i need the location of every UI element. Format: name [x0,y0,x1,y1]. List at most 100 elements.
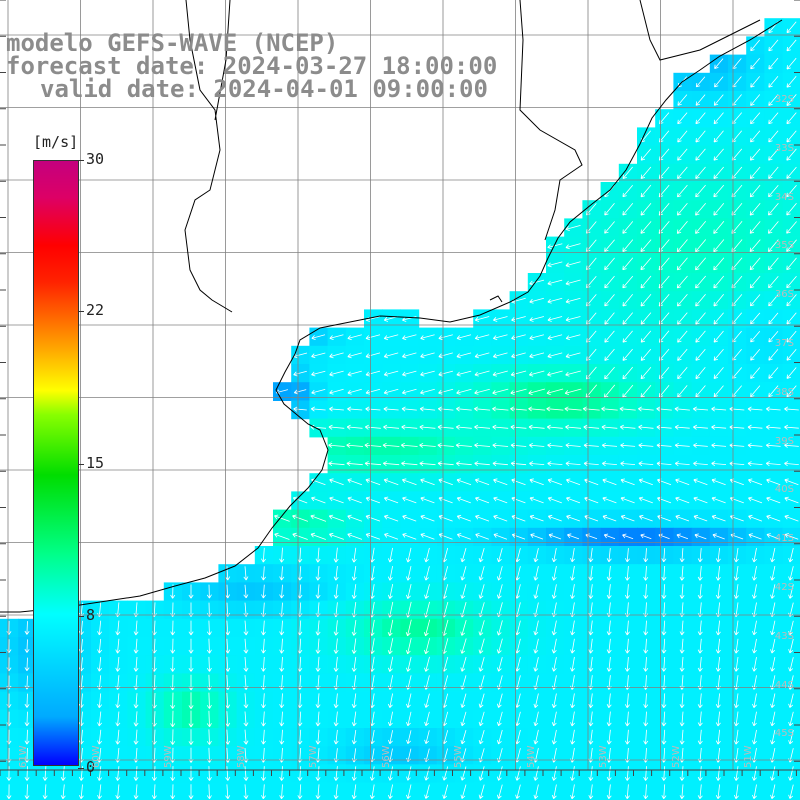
wind-arrow [729,514,744,522]
wind-arrow [643,784,649,800]
wind-arrow [406,784,412,799]
wind-cell [400,728,420,747]
wind-cell [382,728,401,747]
wind-cell [400,564,420,583]
wind-arrow [406,566,412,581]
wind-cell [691,273,711,292]
wind-cell [546,764,565,784]
wind-cell [364,309,383,329]
wind-arrow [383,370,399,377]
wind-arrow [788,547,794,563]
wind-cell [618,764,638,784]
wind-cell [728,546,747,565]
wind-cell [527,709,547,729]
wind-arrow [243,584,249,599]
wind-arrow [659,148,670,161]
wind-arrow [456,514,471,522]
wind-arrow [643,766,649,781]
wind-cell [364,345,383,365]
wind-arrow [733,656,739,672]
wind-arrow [622,366,634,380]
wind-arrow [749,275,761,289]
wind-arrow [515,784,521,799]
wind-arrow [419,442,436,448]
wind-arrow [406,730,412,744]
wind-arrow [770,547,776,563]
wind-cell [746,200,765,219]
wind-cell [564,236,583,256]
wind-arrow [315,784,321,800]
wind-cell [145,728,165,747]
wind-arrow [750,349,761,361]
wind-cell [364,364,383,383]
wind-cell [345,364,365,383]
wind-cell [491,382,511,401]
wind-cell [364,655,383,674]
wind-arrow [510,424,527,430]
wind-arrow [695,221,707,234]
wind-cell [673,618,693,638]
wind-arrow [529,334,545,341]
wind-arrow [496,638,503,654]
wind-arrow [346,424,363,430]
wind-arrow [766,533,781,540]
wind-arrow [677,112,688,125]
wind-arrow [674,406,690,412]
wind-arrow [676,275,688,289]
wind-cell [509,327,529,347]
wind-arrow [419,406,436,412]
wind-cell [655,364,674,383]
wind-arrow [768,294,779,307]
wind-arrow [492,424,509,430]
wind-arrow [679,638,685,654]
wind-cell [254,709,274,729]
wind-arrow [711,424,727,430]
wind-arrow [97,729,103,745]
wind-arrow [384,533,399,540]
wind-arrow [679,656,685,672]
wind-cell [764,564,784,583]
wind-cell [655,546,674,565]
wind-cell [746,564,765,583]
wind-cell [764,746,784,765]
wind-arrow [474,424,491,430]
wind-arrow [437,424,454,430]
wind-arrow [604,257,615,271]
wind-arrow [529,442,545,448]
wind-arrow [279,656,285,672]
wind-cell [273,546,292,565]
wind-cell [400,691,420,711]
wind-cell [291,709,310,729]
wind-arrow [679,565,685,581]
wind-cell [728,582,747,602]
wind-arrow [786,239,797,252]
wind-cell [582,637,602,656]
wind-arrow [261,547,266,563]
wind-cell [509,728,529,747]
wind-arrow [749,202,761,216]
wind-arrow [786,349,797,361]
wind-arrow [695,330,706,343]
wind-arrow [768,239,779,252]
wind-cell [254,691,274,711]
wind-cell [709,254,729,274]
wind-arrow [547,334,563,341]
wind-arrow [656,406,672,412]
wind-arrow [547,442,563,448]
wind-cell [728,127,747,147]
wind-arrow [493,514,508,522]
wind-cell [691,364,711,383]
wind-arrow [437,406,454,412]
wind-cell [382,673,401,693]
wind-arrow [97,784,103,800]
wind-cell [764,109,784,128]
wind-cell [127,618,147,638]
wind-arrow [570,548,576,563]
wind-cell [600,637,620,656]
wind-cell [691,709,711,729]
wind-cell [600,691,620,711]
wind-cell [709,364,729,383]
wind-cell [618,291,638,310]
wind-arrow [786,203,797,216]
wind-arrow [551,729,557,745]
